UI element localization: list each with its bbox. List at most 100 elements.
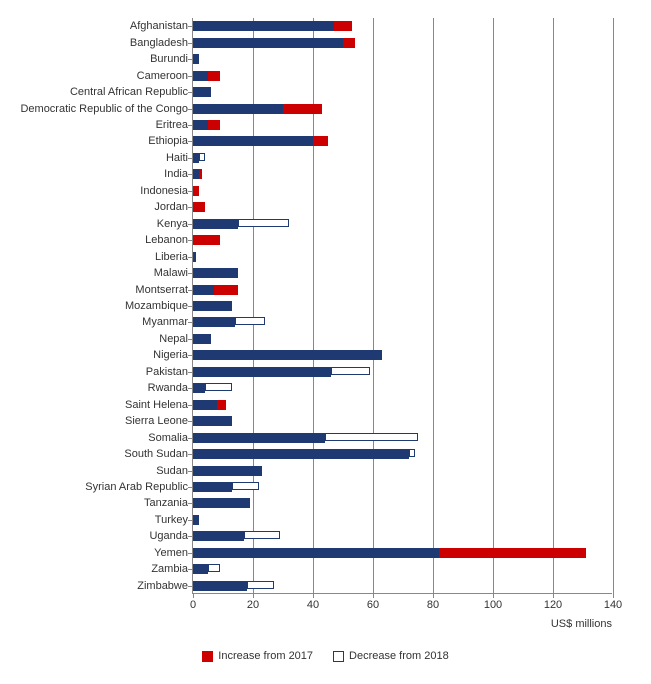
bar-decrease bbox=[235, 317, 265, 325]
bar-increase bbox=[193, 235, 220, 245]
country-label: Nigeria bbox=[153, 349, 188, 361]
x-tick bbox=[613, 593, 614, 598]
x-tick bbox=[553, 593, 554, 598]
country-label: Mozambique bbox=[125, 300, 188, 312]
country-label: Zambia bbox=[151, 563, 188, 575]
bar-base bbox=[193, 54, 199, 64]
bar-base bbox=[193, 564, 208, 574]
bar-base bbox=[193, 482, 232, 492]
bar-increase bbox=[313, 136, 328, 146]
country-label: Tanzania bbox=[144, 497, 188, 509]
country-label: Zimbabwe bbox=[137, 580, 188, 592]
bar-base bbox=[193, 367, 331, 377]
x-tick-label: 120 bbox=[544, 599, 562, 611]
decrease-swatch bbox=[333, 651, 344, 662]
chart-legend: Increase from 2017 Decrease from 2018 bbox=[0, 650, 651, 665]
bar-decrease bbox=[325, 433, 418, 441]
bar-chart: 020406080100120140 US$ millions Increase… bbox=[0, 0, 651, 684]
bar-decrease bbox=[199, 153, 205, 161]
bar-base bbox=[193, 416, 232, 426]
x-tick bbox=[493, 593, 494, 598]
plot-area: 020406080100120140 bbox=[192, 18, 612, 594]
legend-item-decrease: Decrease from 2018 bbox=[333, 650, 449, 662]
bar-decrease bbox=[208, 564, 220, 572]
legend-label: Decrease from 2018 bbox=[349, 650, 449, 662]
country-label: Myanmar bbox=[142, 316, 188, 328]
bar-base bbox=[193, 219, 238, 229]
country-label: Liberia bbox=[155, 251, 188, 263]
bar-decrease bbox=[331, 367, 370, 375]
bar-base bbox=[193, 466, 262, 476]
country-label: Kenya bbox=[157, 218, 188, 230]
bar-base bbox=[193, 498, 250, 508]
bar-decrease bbox=[205, 383, 232, 391]
x-tick-label: 100 bbox=[484, 599, 502, 611]
x-tick bbox=[313, 593, 314, 598]
country-label: Ethiopia bbox=[148, 135, 188, 147]
grid-line bbox=[433, 18, 434, 593]
bar-increase bbox=[283, 104, 322, 114]
legend-item-increase: Increase from 2017 bbox=[202, 650, 313, 662]
x-tick bbox=[433, 593, 434, 598]
country-label: Bangladesh bbox=[130, 37, 188, 49]
bar-base bbox=[193, 433, 325, 443]
country-label: Nepal bbox=[159, 333, 188, 345]
country-label: Turkey bbox=[155, 514, 188, 526]
country-label: South Sudan bbox=[124, 448, 188, 460]
x-tick-label: 20 bbox=[247, 599, 259, 611]
country-label: Sierra Leone bbox=[125, 415, 188, 427]
x-tick-label: 40 bbox=[307, 599, 319, 611]
bar-base bbox=[193, 301, 232, 311]
country-label: Eritrea bbox=[156, 119, 188, 131]
country-label: Rwanda bbox=[148, 382, 188, 394]
bar-increase bbox=[343, 38, 355, 48]
x-tick bbox=[253, 593, 254, 598]
country-label: Saint Helena bbox=[125, 399, 188, 411]
country-label: Lebanon bbox=[145, 234, 188, 246]
country-label: Haiti bbox=[166, 152, 188, 164]
x-tick-label: 60 bbox=[367, 599, 379, 611]
increase-swatch bbox=[202, 651, 213, 662]
bar-base bbox=[193, 449, 409, 459]
x-tick-label: 0 bbox=[190, 599, 196, 611]
bar-base bbox=[193, 581, 247, 591]
country-label: Democratic Republic of the Congo bbox=[20, 103, 188, 115]
bar-base bbox=[193, 120, 208, 130]
bar-base bbox=[193, 515, 199, 525]
country-label: Somalia bbox=[148, 432, 188, 444]
bar-base bbox=[193, 268, 238, 278]
x-tick bbox=[193, 593, 194, 598]
legend-label: Increase from 2017 bbox=[218, 650, 313, 662]
bar-increase bbox=[334, 21, 352, 31]
country-label: Central African Republic bbox=[70, 86, 188, 98]
x-tick-label: 80 bbox=[427, 599, 439, 611]
bar-increase bbox=[208, 120, 220, 130]
bar-base bbox=[193, 21, 334, 31]
bar-base bbox=[193, 548, 439, 558]
bar-increase bbox=[199, 169, 202, 179]
bar-base bbox=[193, 71, 208, 81]
x-tick bbox=[373, 593, 374, 598]
country-label: Pakistan bbox=[146, 366, 188, 378]
bar-base bbox=[193, 104, 283, 114]
bar-base bbox=[193, 334, 211, 344]
bar-decrease bbox=[232, 482, 259, 490]
country-label: India bbox=[164, 168, 188, 180]
country-label: Burundi bbox=[150, 53, 188, 65]
bar-base bbox=[193, 400, 217, 410]
bar-base bbox=[193, 252, 196, 262]
bar-base bbox=[193, 350, 382, 360]
bar-base bbox=[193, 383, 205, 393]
bar-increase bbox=[217, 400, 226, 410]
x-axis-title: US$ millions bbox=[192, 618, 612, 630]
bar-base bbox=[193, 38, 343, 48]
country-label: Syrian Arab Republic bbox=[85, 481, 188, 493]
bar-increase bbox=[193, 186, 199, 196]
bar-increase bbox=[193, 202, 205, 212]
country-label: Yemen bbox=[154, 547, 188, 559]
country-label: Afghanistan bbox=[130, 20, 188, 32]
x-tick-label: 140 bbox=[604, 599, 622, 611]
country-label: Sudan bbox=[156, 465, 188, 477]
country-label: Indonesia bbox=[140, 185, 188, 197]
grid-line bbox=[373, 18, 374, 593]
